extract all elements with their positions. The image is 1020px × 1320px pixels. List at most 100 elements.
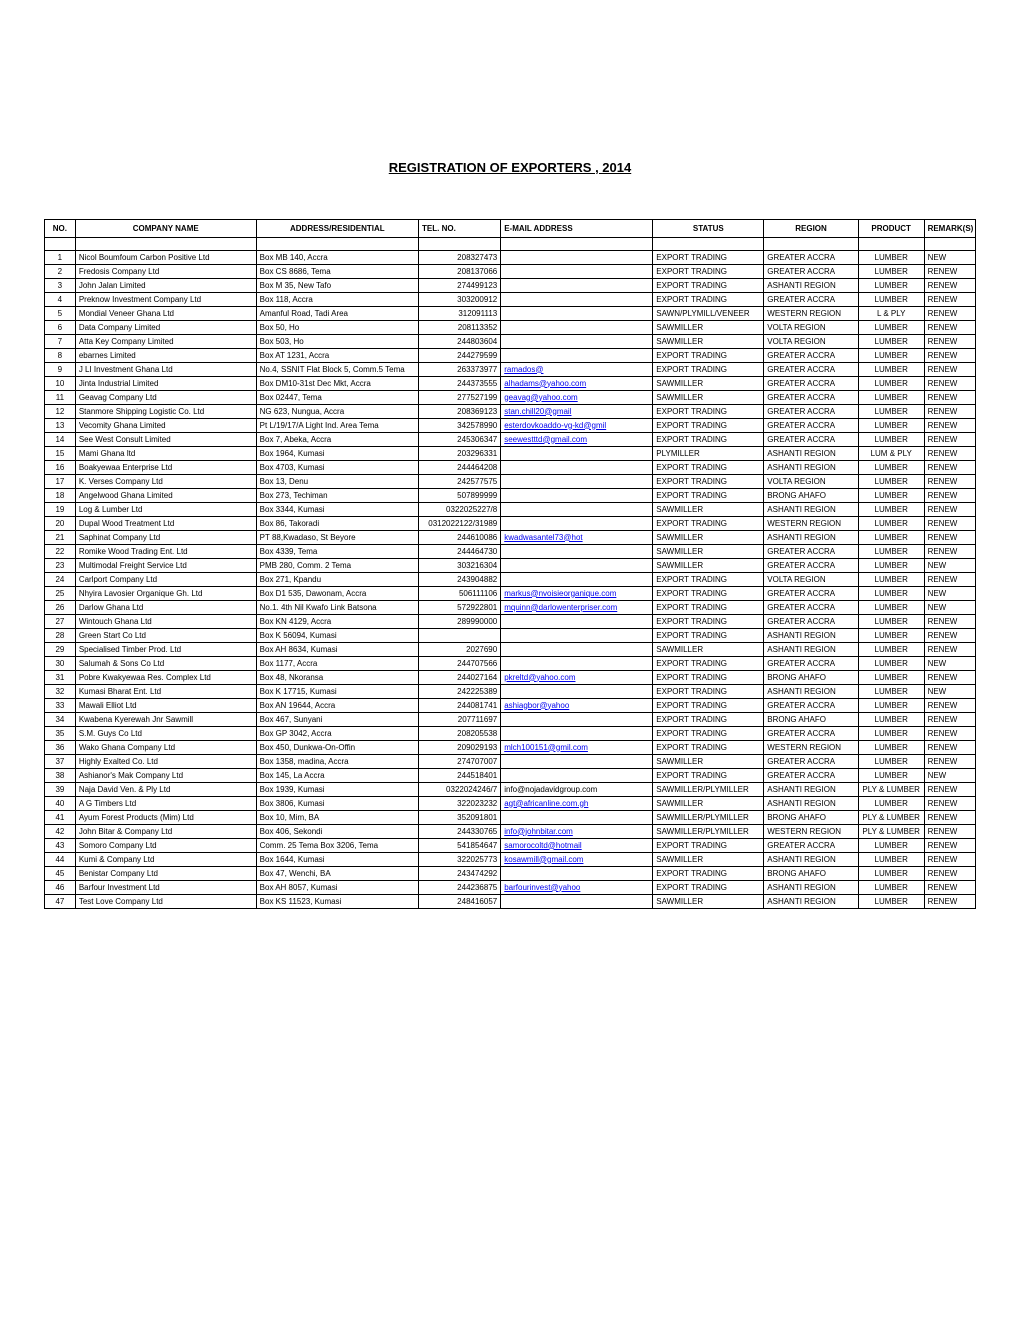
cell-region: GREATER ACCRA bbox=[764, 544, 859, 558]
email-link[interactable]: mquinn@darlowenterpriser.com bbox=[504, 603, 617, 612]
table-row: 36Wako Ghana Company LtdBox 450, Dunkwa-… bbox=[45, 740, 976, 754]
cell-tel: 208327473 bbox=[419, 250, 501, 264]
cell-tel: 0322024246/7 bbox=[419, 782, 501, 796]
cell-email bbox=[501, 544, 653, 558]
cell-address: Box GP 3042, Accra bbox=[256, 726, 418, 740]
cell-no: 45 bbox=[45, 866, 76, 880]
cell-address: Box AH 8057, Kumasi bbox=[256, 880, 418, 894]
cell-status: SAWMILLER bbox=[653, 320, 764, 334]
cell-email bbox=[501, 502, 653, 516]
cell-email bbox=[501, 810, 653, 824]
cell-remarks: RENEW bbox=[924, 502, 975, 516]
cell-company: Salumah & Sons Co Ltd bbox=[75, 656, 256, 670]
page-title: REGISTRATION OF EXPORTERS , 2014 bbox=[44, 160, 976, 175]
email-link[interactable]: agt@africanline.com.gh bbox=[504, 799, 588, 808]
cell-product: LUMBER bbox=[858, 838, 924, 852]
cell-remarks: RENEW bbox=[924, 628, 975, 642]
email-link[interactable]: geavag@yahoo.com bbox=[504, 393, 578, 402]
email-link[interactable]: mlch100151@gmil.com bbox=[504, 743, 588, 752]
cell-company: Kumasi Bharat Ent. Ltd bbox=[75, 684, 256, 698]
email-link[interactable]: stan.chill20@gmail bbox=[504, 407, 571, 416]
cell-company: John Bitar & Company Ltd bbox=[75, 824, 256, 838]
email-link[interactable]: ramados@ bbox=[504, 365, 543, 374]
email-link[interactable]: markus@nvoisieorganique.com bbox=[504, 589, 616, 598]
email-link[interactable]: seewestttd@gmail.com bbox=[504, 435, 587, 444]
cell-region: GREATER ACCRA bbox=[764, 292, 859, 306]
cell-region: ASHANTI REGION bbox=[764, 278, 859, 292]
cell-region: WESTERN REGION bbox=[764, 516, 859, 530]
cell-status: SAWMILLER bbox=[653, 642, 764, 656]
cell-tel: 243474292 bbox=[419, 866, 501, 880]
cell-status: EXPORT TRADING bbox=[653, 460, 764, 474]
email-link[interactable]: kosawmill@gmail.com bbox=[504, 855, 583, 864]
cell-company: Mondial Veneer Ghana Ltd bbox=[75, 306, 256, 320]
cell-address: Box 10, Mim, BA bbox=[256, 810, 418, 824]
table-row: 24Carlport Company LtdBox 271, Kpandu243… bbox=[45, 572, 976, 586]
cell-region: GREATER ACCRA bbox=[764, 558, 859, 572]
cell-region: GREATER ACCRA bbox=[764, 754, 859, 768]
table-row: 21Saphinat Company LtdPT 88,Kwadaso, St … bbox=[45, 530, 976, 544]
cell-email bbox=[501, 278, 653, 292]
cell-email bbox=[501, 656, 653, 670]
cell-region: BRONG AHAFO bbox=[764, 488, 859, 502]
cell-email bbox=[501, 866, 653, 880]
email-link[interactable]: samorocoltd@hotmail bbox=[504, 841, 581, 850]
cell-region: GREATER ACCRA bbox=[764, 390, 859, 404]
cell-company: Dupal Wood Treatment Ltd bbox=[75, 516, 256, 530]
cell-product: LUMBER bbox=[858, 264, 924, 278]
table-row: 32Kumasi Bharat Ent. LtdBox K 17715, Kum… bbox=[45, 684, 976, 698]
cell-region: ASHANTI REGION bbox=[764, 460, 859, 474]
cell-product: LUMBER bbox=[858, 698, 924, 712]
cell-tel: 322025773 bbox=[419, 852, 501, 866]
cell-status: EXPORT TRADING bbox=[653, 432, 764, 446]
cell-address: Pt L/19/17/A Light Ind. Area Tema bbox=[256, 418, 418, 432]
email-link[interactable]: ashiagbor@yahoo bbox=[504, 701, 569, 710]
email-link[interactable]: pkreltd@yahoo.com bbox=[504, 673, 575, 682]
email-link[interactable]: alhadams@yahoo.com bbox=[504, 379, 586, 388]
cell-status: SAWMILLER bbox=[653, 558, 764, 572]
cell-remarks: NEW bbox=[924, 586, 975, 600]
cell-region: BRONG AHAFO bbox=[764, 712, 859, 726]
cell-no: 2 bbox=[45, 264, 76, 278]
email-link[interactable]: info@johnbitar.com bbox=[504, 827, 573, 836]
cell-region: GREATER ACCRA bbox=[764, 432, 859, 446]
cell-company: Nhyira Lavosier Organique Gh. Ltd bbox=[75, 586, 256, 600]
cell-no: 11 bbox=[45, 390, 76, 404]
email-link[interactable]: esterdovkoaddo-vg-kd@gmil bbox=[504, 421, 606, 430]
cell-no: 39 bbox=[45, 782, 76, 796]
table-row: 18Angelwood Ghana LimitedBox 273, Techim… bbox=[45, 488, 976, 502]
cell-status: SAWMILLER bbox=[653, 894, 764, 908]
cell-no: 15 bbox=[45, 446, 76, 460]
cell-tel: 342578990 bbox=[419, 418, 501, 432]
cell-email bbox=[501, 348, 653, 362]
cell-email bbox=[501, 712, 653, 726]
cell-tel: 244464730 bbox=[419, 544, 501, 558]
cell-address: Box 47, Wenchi, BA bbox=[256, 866, 418, 880]
cell-product: LUMBER bbox=[858, 712, 924, 726]
cell-address: Box 3806, Kumasi bbox=[256, 796, 418, 810]
cell-remarks: RENEW bbox=[924, 292, 975, 306]
cell-remarks: NEW bbox=[924, 600, 975, 614]
cell-remarks: RENEW bbox=[924, 460, 975, 474]
cell-region: WESTERN REGION bbox=[764, 740, 859, 754]
email-link[interactable]: kwadwasantel73@hot bbox=[504, 533, 582, 542]
cell-tel: 322023232 bbox=[419, 796, 501, 810]
cell-address: Box 3344, Kumasi bbox=[256, 502, 418, 516]
cell-address: PT 88,Kwadaso, St Beyore bbox=[256, 530, 418, 544]
cell-remarks: RENEW bbox=[924, 712, 975, 726]
email-link[interactable]: barfourinvest@yahoo bbox=[504, 883, 580, 892]
cell-company: S.M. Guys Co Ltd bbox=[75, 726, 256, 740]
cell-product: LUMBER bbox=[858, 642, 924, 656]
cell-region: GREATER ACCRA bbox=[764, 614, 859, 628]
cell-address: Box 1644, Kumasi bbox=[256, 852, 418, 866]
cell-tel: 207711697 bbox=[419, 712, 501, 726]
col-header-tel: TEL. NO. bbox=[419, 220, 501, 238]
cell-region: GREATER ACCRA bbox=[764, 250, 859, 264]
cell-region: BRONG AHAFO bbox=[764, 670, 859, 684]
cell-product: LUMBER bbox=[858, 390, 924, 404]
cell-tel: 209029193 bbox=[419, 740, 501, 754]
cell-remarks: RENEW bbox=[924, 320, 975, 334]
cell-status: SAWMILLER bbox=[653, 754, 764, 768]
cell-product: LUMBER bbox=[858, 474, 924, 488]
cell-company: Nicol Boumfoum Carbon Positive Ltd bbox=[75, 250, 256, 264]
